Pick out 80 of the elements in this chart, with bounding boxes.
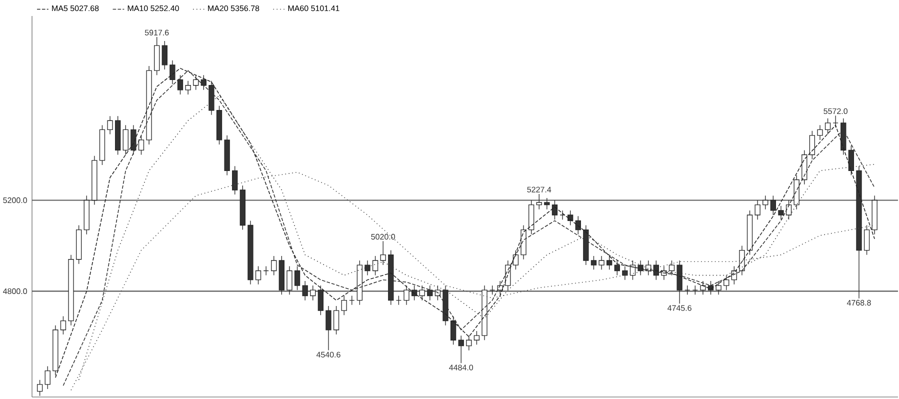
candlestick (809, 130, 816, 160)
candlestick (606, 256, 612, 270)
candlestick (404, 285, 410, 306)
candlestick (489, 285, 496, 295)
candlestick (107, 116, 113, 135)
candlestick (36, 380, 43, 396)
candlestick (333, 306, 340, 335)
candlestick (536, 194, 542, 210)
candlestick (544, 198, 550, 210)
candlestick (294, 266, 300, 290)
legend-label: MA5 5027.68 (52, 5, 99, 12)
candlestick (864, 224, 870, 256)
candlestick (255, 266, 262, 285)
candlestick (341, 295, 347, 316)
candlestick (754, 200, 760, 220)
candlestick (716, 280, 722, 295)
candlestick (380, 240, 386, 266)
annotation: 4540.6 (316, 352, 340, 358)
candlestick (450, 316, 456, 346)
candlestick (786, 200, 792, 220)
candlestick (560, 210, 566, 220)
candlestick (364, 260, 370, 276)
candlestick (434, 285, 441, 301)
legend-label: MA60 5101.41 (288, 5, 340, 12)
candlestick (193, 74, 199, 90)
candlestick (622, 266, 628, 280)
candlestick (372, 256, 378, 276)
candlestick (614, 260, 620, 276)
annotation: 5917.6 (144, 30, 169, 36)
annotation: 5572.0 (824, 108, 848, 114)
candlestick (162, 40, 168, 70)
y-tick-label: 5200.0 (3, 197, 27, 204)
candlestick (552, 200, 558, 220)
y-tick-label: 4800.0 (3, 288, 27, 294)
annotation: 4484.0 (449, 364, 474, 370)
legend-label: MA20 5356.78 (208, 5, 260, 12)
candlestick (668, 260, 675, 276)
candlestick (474, 330, 480, 346)
candlestick (817, 124, 823, 140)
candlestick (700, 280, 706, 295)
candlestick (419, 285, 425, 301)
candlestick (739, 245, 745, 276)
candlestick (326, 306, 332, 351)
candlestick (177, 74, 184, 95)
annotation: 5227.4 (527, 186, 552, 192)
legend-label: MA10 5252.40 (128, 5, 179, 12)
candlestick (567, 210, 574, 226)
annotation: 5020.0 (371, 234, 396, 240)
candlestick (848, 145, 854, 176)
candlestick (411, 285, 418, 301)
candlestick (598, 256, 604, 270)
candlestick (286, 266, 292, 295)
candlestick (310, 285, 316, 301)
candlestick (762, 195, 768, 210)
candlestick (778, 206, 784, 220)
candlestick (724, 274, 730, 290)
candlestick (60, 316, 66, 335)
candlestick (130, 124, 136, 156)
candlestick (770, 195, 776, 216)
candlestick (396, 295, 402, 306)
candlestick (302, 280, 308, 301)
candlestick (832, 115, 838, 128)
candlestick (692, 285, 698, 295)
candlestick (185, 80, 191, 95)
candlestick (458, 335, 464, 364)
candlestick (44, 366, 50, 390)
candlestick (232, 166, 238, 195)
candlestick (263, 266, 269, 276)
candlestick (349, 295, 355, 306)
annotation: 4768.8 (846, 300, 871, 306)
candlestick (466, 335, 472, 351)
candlestick (318, 285, 324, 316)
candlestick (427, 285, 433, 301)
annotation: 4745.6 (668, 305, 692, 311)
candlestick (684, 285, 690, 295)
candlestick (590, 256, 597, 270)
candlestick (271, 256, 277, 276)
candlestick (122, 124, 128, 156)
candlestick (138, 135, 144, 156)
candlestick (824, 118, 831, 135)
